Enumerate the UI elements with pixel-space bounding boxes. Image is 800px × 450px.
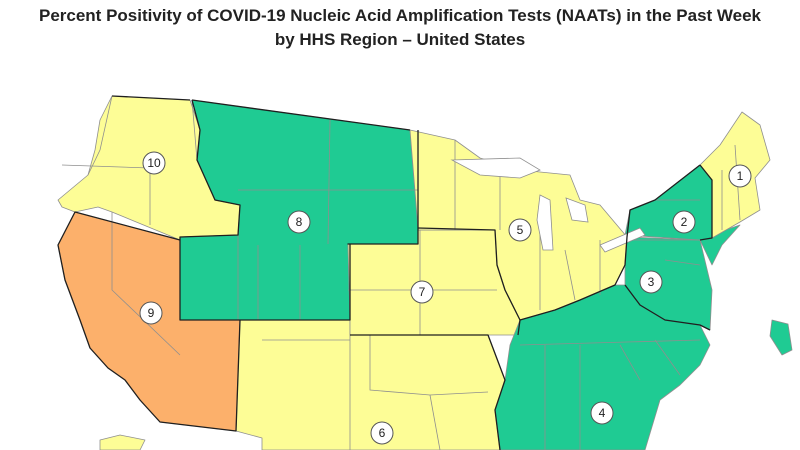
region-marker-7: 7 [410, 280, 434, 304]
region-marker-label: 3 [648, 275, 655, 289]
region-marker-label: 10 [147, 156, 161, 170]
region-marker-label: 4 [599, 406, 606, 420]
region-marker-label: 8 [296, 215, 303, 229]
region-marker-5: 5 [508, 218, 532, 242]
region-marker-8: 8 [287, 210, 311, 234]
region-marker-label: 1 [737, 169, 744, 183]
region-marker-10: 10 [142, 151, 166, 175]
region-marker-1: 1 [728, 164, 752, 188]
region-marker-circle [370, 421, 394, 445]
region-marker-3: 3 [639, 270, 663, 294]
state-boundaries [61, 95, 741, 450]
region-marker-4: 4 [590, 401, 614, 425]
region-marker-6: 6 [370, 421, 394, 445]
region-marker-9: 9 [139, 301, 163, 325]
region-marker-circle [508, 218, 532, 242]
map-title-line-1: Percent Positivity of COVID-19 Nucleic A… [38, 6, 762, 25]
region-marker-label: 9 [148, 306, 155, 320]
region-markers: 1 2 3 4 5 6 7 8 9 10 [139, 151, 752, 445]
region-marker-circle [728, 164, 752, 188]
region-marker-circle [410, 280, 434, 304]
region-marker-2: 2 [672, 210, 696, 234]
region-marker-circle [139, 301, 163, 325]
region-borders [57, 95, 713, 450]
region-marker-label: 6 [379, 426, 386, 440]
map-title: Percent Positivity of COVID-19 Nucleic A… [0, 4, 800, 52]
region-marker-circle [639, 270, 663, 294]
region-marker-circle [590, 401, 614, 425]
region-marker-circle [287, 210, 311, 234]
region-marker-label: 2 [681, 215, 688, 229]
region-marker-circle [142, 151, 166, 175]
region-7[interactable] [347, 229, 521, 336]
region-marker-circle [672, 210, 696, 234]
region-marker-label: 7 [419, 285, 426, 299]
great-lakes [450, 157, 646, 253]
map-title-line-2: by HHS Region – United States [274, 30, 526, 49]
region-marker-label: 5 [517, 223, 524, 237]
